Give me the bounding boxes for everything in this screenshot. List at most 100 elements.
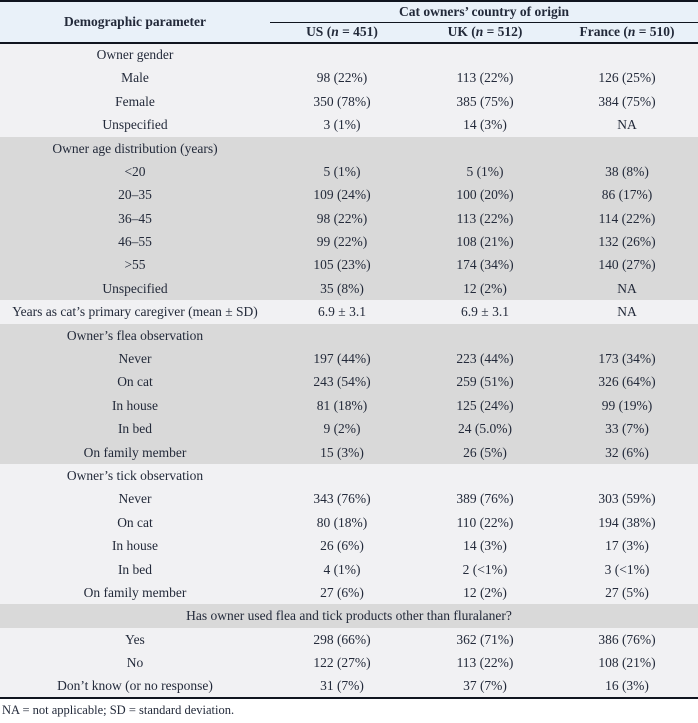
row-label: >55 — [0, 253, 270, 277]
header-row-group: Demographic parameter Cat owners’ countr… — [0, 1, 698, 44]
cell-value — [556, 136, 698, 160]
row-label: 20–35 — [0, 183, 270, 207]
cell-value: 9 (2%) — [270, 417, 414, 441]
section-header: Has owner used flea and tick products ot… — [0, 604, 698, 628]
cell-value: 389 (76%) — [414, 487, 556, 511]
column-header-us: US (n = 451) — [270, 22, 414, 44]
row-label: Yes — [0, 627, 270, 652]
row-label: On cat — [0, 370, 270, 394]
cell-value: 194 (38%) — [556, 510, 698, 535]
cell-value: 98 (22%) — [270, 66, 414, 90]
cell-value: 27 (6%) — [270, 580, 414, 605]
cell-value: 86 (17%) — [556, 183, 698, 207]
cell-value: 298 (66%) — [270, 627, 414, 652]
cell-value: 343 (76%) — [270, 487, 414, 511]
cell-value: 4 (1%) — [270, 557, 414, 581]
section-header: Owner age distribution (years) — [0, 136, 270, 160]
column-header-demographic-parameter: Demographic parameter — [0, 1, 270, 44]
section-header-row: Owner’s tick observation — [0, 464, 698, 488]
section-header: Owner’s tick observation — [0, 464, 270, 488]
cell-value: 35 (8%) — [270, 276, 414, 301]
cell-value: 113 (22%) — [414, 206, 556, 231]
table-row: Female 350 (78%) 385 (75%) 384 (75%) — [0, 89, 698, 114]
table-row: On family member 15 (3%) 26 (5%) 32 (6%) — [0, 440, 698, 465]
row-label: Unspecified — [0, 113, 270, 137]
cell-value: 384 (75%) — [556, 89, 698, 114]
table-row: In bed 4 (1%) 2 (<1%) 3 (<1%) — [0, 557, 698, 581]
cell-value — [414, 43, 556, 67]
cell-value: 105 (23%) — [270, 253, 414, 277]
row-label: Never — [0, 347, 270, 371]
cell-value: 12 (2%) — [414, 276, 556, 301]
cell-value: 126 (25%) — [556, 66, 698, 90]
row-label: Don’t know (or no response) — [0, 674, 270, 698]
cell-value — [414, 464, 556, 488]
row-label: On family member — [0, 440, 270, 465]
cell-value: 350 (78%) — [270, 89, 414, 114]
cell-value: 122 (27%) — [270, 651, 414, 675]
section-header: Owner’s flea observation — [0, 323, 270, 348]
cell-value: 132 (26%) — [556, 230, 698, 254]
cell-value — [270, 43, 414, 67]
cell-value: 109 (24%) — [270, 183, 414, 207]
cell-value: 385 (75%) — [414, 89, 556, 114]
uk-label-suffix: = 512) — [483, 24, 523, 40]
table-row: 46–55 99 (22%) 108 (21%) 132 (26%) — [0, 230, 698, 254]
cell-value — [556, 323, 698, 348]
us-label-prefix: US ( — [306, 24, 332, 40]
column-header-france: France (n = 510) — [556, 22, 698, 44]
cell-value: 31 (7%) — [270, 674, 414, 698]
cell-value: 32 (6%) — [556, 440, 698, 465]
row-label: In house — [0, 393, 270, 418]
column-header-uk: UK (n = 512) — [414, 22, 556, 44]
table-row: No 122 (27%) 113 (22%) 108 (21%) — [0, 651, 698, 675]
table-row: On cat 243 (54%) 259 (51%) 326 (64%) — [0, 370, 698, 394]
cell-value: NA — [556, 113, 698, 137]
cell-value: 33 (7%) — [556, 417, 698, 441]
cell-value — [270, 323, 414, 348]
cell-value: 125 (24%) — [414, 393, 556, 418]
cell-value — [270, 464, 414, 488]
row-label: In house — [0, 534, 270, 558]
table-row: Yes 298 (66%) 362 (71%) 386 (76%) — [0, 627, 698, 652]
cell-value: 6.9 ± 3.1 — [270, 300, 414, 324]
table-body: Owner gender Male 98 (22%) 113 (22%) 126 (25… — [0, 43, 698, 698]
cell-value: 174 (34%) — [414, 253, 556, 277]
cell-value: 80 (18%) — [270, 510, 414, 535]
cell-value: 37 (7%) — [414, 674, 556, 698]
table-row: Male 98 (22%) 113 (22%) 126 (25%) — [0, 66, 698, 90]
cell-value: 386 (76%) — [556, 627, 698, 652]
cell-value: NA — [556, 300, 698, 324]
row-label: No — [0, 651, 270, 675]
cell-value — [414, 323, 556, 348]
uk-label-prefix: UK ( — [447, 24, 476, 40]
table-row: In bed 9 (2%) 24 (5.0%) 33 (7%) — [0, 417, 698, 441]
n-italic: n — [331, 24, 339, 40]
cell-value: 16 (3%) — [556, 674, 698, 698]
cell-value: 108 (21%) — [556, 651, 698, 675]
row-label: 46–55 — [0, 230, 270, 254]
demographics-table: Demographic parameter Cat owners’ countr… — [0, 0, 698, 699]
cell-value: 26 (6%) — [270, 534, 414, 558]
table-row: Years as cat’s primary caregiver (mean ±… — [0, 300, 698, 324]
france-label-suffix: = 510) — [635, 24, 675, 40]
cell-value: 114 (22%) — [556, 206, 698, 231]
cell-value: 110 (22%) — [414, 510, 556, 535]
table-header: Demographic parameter Cat owners’ countr… — [0, 1, 698, 44]
n-italic: n — [627, 24, 636, 40]
row-label: Years as cat’s primary caregiver (mean ±… — [0, 300, 270, 324]
cell-value: 12 (2%) — [414, 580, 556, 605]
section-header-row: Owner gender — [0, 43, 698, 67]
cell-value: 24 (5.0%) — [414, 417, 556, 441]
cell-value — [556, 43, 698, 67]
table-row: On cat 80 (18%) 110 (22%) 194 (38%) — [0, 510, 698, 535]
table-row: Never 343 (76%) 389 (76%) 303 (59%) — [0, 487, 698, 511]
section-header-row: Owner age distribution (years) — [0, 136, 698, 160]
table-row: Unspecified 3 (1%) 14 (3%) NA — [0, 113, 698, 137]
cell-value: 27 (5%) — [556, 580, 698, 605]
cell-value: 362 (71%) — [414, 627, 556, 652]
cell-value: 14 (3%) — [414, 113, 556, 137]
cell-value: 17 (3%) — [556, 534, 698, 558]
cell-value: 113 (22%) — [414, 651, 556, 675]
cell-value: 2 (<1%) — [414, 557, 556, 581]
